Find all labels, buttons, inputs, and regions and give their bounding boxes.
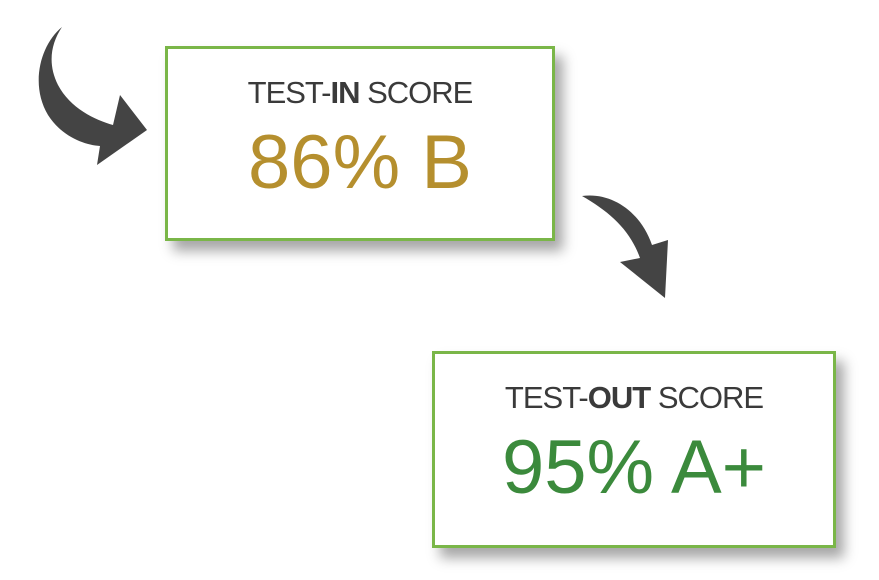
curved-arrow-icon [582,195,668,298]
test-out-label: TEST-OUT SCORE [504,380,764,415]
test-out-score-card: TEST-OUT SCORE 95% A+ [432,351,836,548]
test-in-label: TEST-IN SCORE [247,75,474,110]
test-in-score-card: TEST-IN SCORE 86% B [165,46,555,241]
test-in-score: 86% B [248,120,472,205]
curved-arrow-icon [38,27,147,165]
test-out-score: 95% A+ [501,425,767,510]
